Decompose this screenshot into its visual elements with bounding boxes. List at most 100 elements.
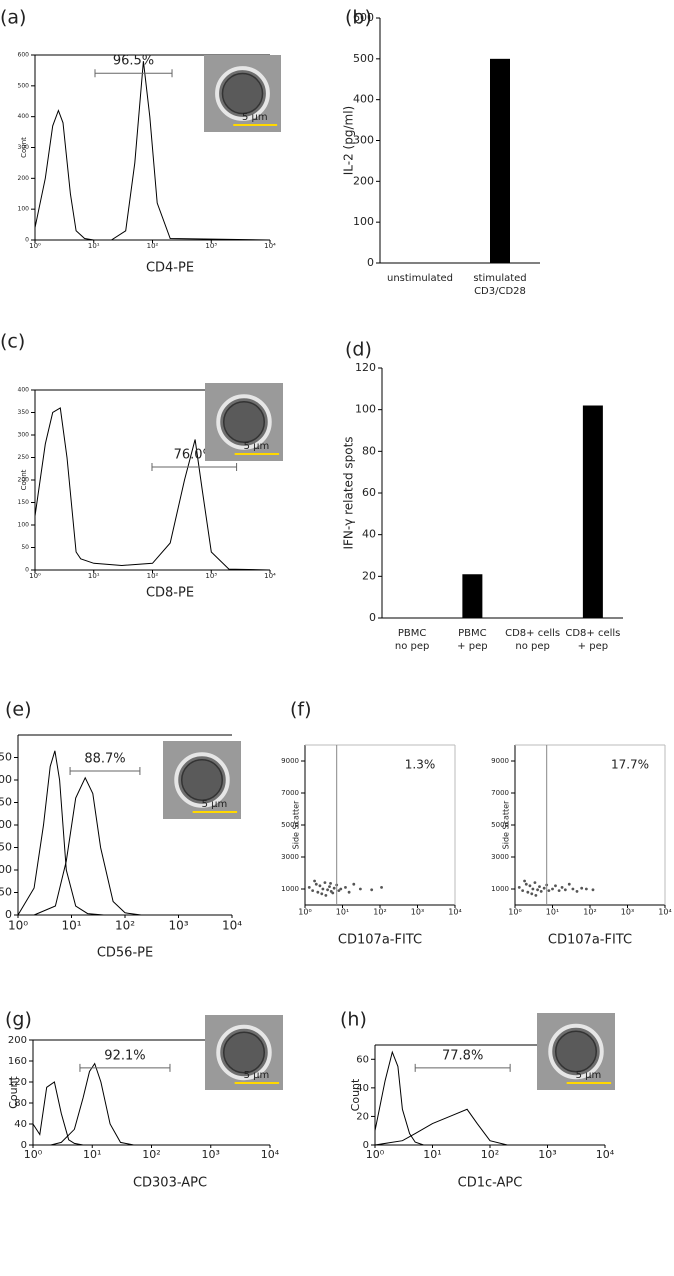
gate <box>414 1063 511 1072</box>
gate-label: 92.1% <box>104 1048 145 1063</box>
y-tick-label: 350 <box>18 409 30 416</box>
y-tick-label: 300 <box>0 773 12 786</box>
histogram-line <box>34 61 271 241</box>
point <box>318 884 322 888</box>
x-axis-label: CD107a-FITC <box>338 933 422 948</box>
y-tick-label: 40 <box>14 1119 27 1130</box>
y-tick-label: 250 <box>0 796 12 809</box>
gate <box>151 462 238 471</box>
x-tick-label: 10² <box>115 919 135 933</box>
point <box>321 887 325 891</box>
point <box>526 890 530 894</box>
x-tick-label: 10² <box>142 1148 160 1161</box>
point <box>523 879 526 883</box>
scale-bar-label: 5 μm <box>244 1070 270 1081</box>
y-tick-label: 9000 <box>281 757 299 765</box>
gate-label: 17.7% <box>611 758 649 772</box>
x-tick-label: 10² <box>481 1148 499 1161</box>
y-tick-label: 80 <box>362 444 376 457</box>
y-tick-label: 40 <box>362 528 376 541</box>
x-tick-label: 10⁴ <box>264 242 276 250</box>
point <box>591 888 595 892</box>
y-axis-label: Count <box>7 1075 20 1108</box>
y-tick-label: 120 <box>355 361 376 374</box>
point <box>567 882 571 886</box>
point <box>534 894 538 897</box>
y-tick-label: 1000 <box>281 885 299 893</box>
point <box>584 887 588 891</box>
y-tick-label: 0 <box>21 1140 27 1151</box>
y-tick-label: 40 <box>356 1083 369 1094</box>
panel: (c) 0 50 100 150 200 250 300 350 400 Count 10⁰ 10¹ 10… <box>0 331 283 601</box>
y-tick-label: 150 <box>0 841 12 854</box>
histogram-line <box>374 1108 508 1146</box>
point <box>344 886 347 889</box>
x-axis-label: CD107a-FITC <box>548 933 632 948</box>
x-tick-label: CD8+ cells <box>565 628 620 639</box>
y-tick-label: 60 <box>356 1054 369 1065</box>
x-tick-label: 10² <box>583 908 596 917</box>
point <box>332 886 336 890</box>
y-tick-label: 60 <box>362 486 376 499</box>
x-tick-label: 10⁰ <box>29 572 41 580</box>
gate <box>94 69 173 78</box>
point <box>326 888 329 892</box>
y-tick-label: 100 <box>0 863 12 876</box>
point <box>328 885 331 888</box>
y-tick-label: 400 <box>353 93 374 106</box>
point <box>316 890 320 894</box>
cell-body <box>180 758 224 802</box>
panel-label: (c) <box>0 331 25 353</box>
y-tick-label: 100 <box>355 403 376 416</box>
gate-label: 77.8% <box>442 1048 483 1063</box>
y-tick-label: 600 <box>353 11 374 24</box>
bar <box>490 58 510 264</box>
gate <box>79 1063 171 1072</box>
bar <box>582 405 603 618</box>
x-axis-label: CD1c-APC <box>458 1176 523 1191</box>
point <box>580 886 584 890</box>
point <box>528 884 532 888</box>
x-tick-label: 10¹ <box>546 908 559 917</box>
y-tick-label: 350 <box>0 751 12 764</box>
panel: (f) 1000 3000 5000 7000 9000 Side Scatter 10⁰ 10… <box>281 699 462 948</box>
y-tick-label: 7000 <box>491 789 509 797</box>
gate-label: 1.3% <box>405 758 436 772</box>
point <box>533 881 537 884</box>
panel-label: (h) <box>340 1009 367 1031</box>
point <box>551 887 554 891</box>
gate <box>69 767 141 775</box>
y-tick-label: 0 <box>5 908 12 921</box>
panel: (g) 0 40 80 120 160 200 Count 10⁰ 10¹ 10² 10³ 10⁴ CD3… <box>5 1009 283 1191</box>
y-axis-label: Count <box>20 137 28 158</box>
y-tick-label: 20 <box>356 1111 369 1122</box>
point <box>530 892 534 896</box>
histogram-line <box>32 1081 93 1146</box>
x-tick-label: stimulated <box>473 273 526 284</box>
x-tick-label: 10¹ <box>88 242 100 250</box>
point <box>339 887 343 891</box>
gate-label: 96.5% <box>113 54 154 69</box>
panel-label: (b) <box>345 7 372 29</box>
point <box>311 889 315 892</box>
point <box>337 889 341 892</box>
point <box>531 887 535 891</box>
gate-label: 88.7% <box>84 752 125 767</box>
x-tick-label: PBMC <box>458 628 487 639</box>
point <box>331 891 335 895</box>
histogram-line <box>374 1050 424 1146</box>
y-tick-label: 200 <box>0 818 12 831</box>
y-tick-label: 100 <box>353 215 374 228</box>
x-tick-label: 10² <box>147 242 159 250</box>
panel-label: (g) <box>5 1009 32 1031</box>
x-tick-label: 10⁴ <box>264 572 276 580</box>
scale-bar-label: 5 μm <box>244 441 270 452</box>
x-tick-label: 10¹ <box>336 908 349 917</box>
y-axis-label: Count <box>349 1078 362 1111</box>
y-tick-label: 100 <box>18 206 30 213</box>
x-tick-label: PBMC <box>398 628 427 639</box>
point <box>536 888 539 892</box>
point <box>329 882 332 885</box>
y-tick-label: 9000 <box>491 757 509 765</box>
panel: (a) 0 100 200 300 400 500 600 Count 10⁰ 10¹ 10² 10³ 1… <box>0 7 281 276</box>
